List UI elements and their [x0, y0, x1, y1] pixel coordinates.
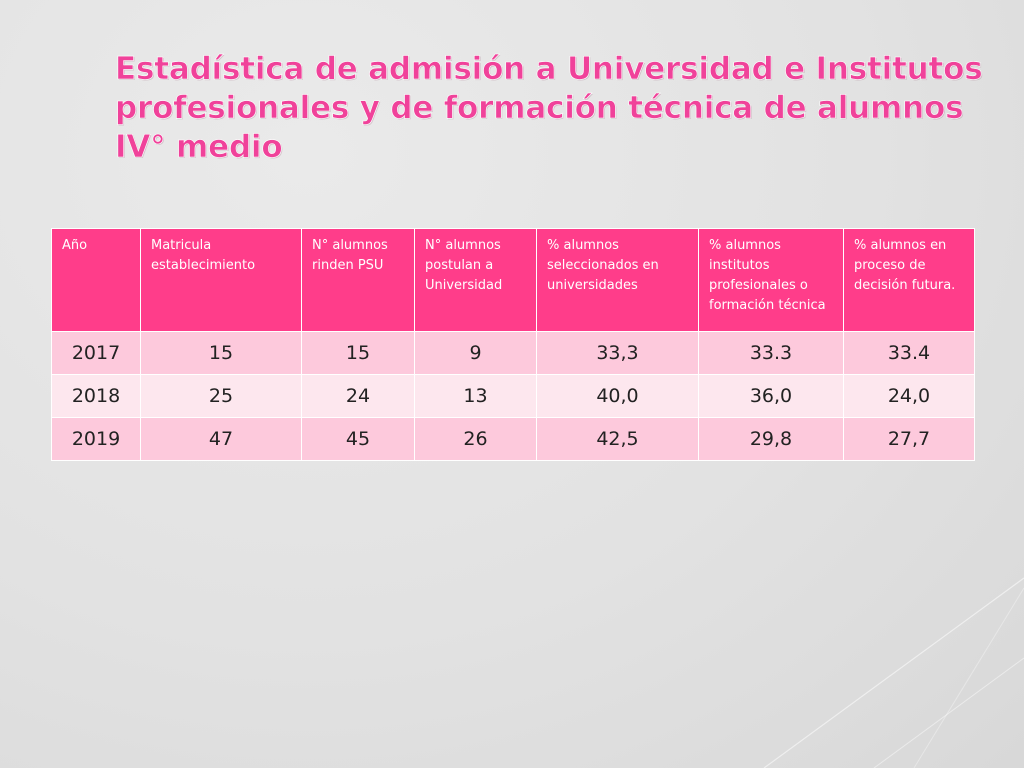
admission-table-container: Año Matricula establecimiento N° alumnos…: [51, 228, 975, 461]
table-cell: 24,0: [843, 374, 975, 418]
header-cell-year: Año: [51, 228, 141, 332]
table-cell: 26: [414, 417, 537, 461]
header-cell-psu-takers: N° alumnos rinden PSU: [301, 228, 415, 332]
slide-title-line-1: Estadística de admisión a Universidad e …: [115, 51, 983, 88]
table-cell: 45: [301, 417, 415, 461]
table-cell: 15: [140, 331, 302, 375]
table-cell: 47: [140, 417, 302, 461]
table-cell: 2019: [51, 417, 141, 461]
table-cell: 24: [301, 374, 415, 418]
table-cell: 33.4: [843, 331, 975, 375]
decorative-lines: [763, 577, 1024, 768]
table-cell: 15: [301, 331, 415, 375]
table-cell: 42,5: [536, 417, 699, 461]
header-cell-university-selected-pct: % alumnos seleccionados en universidades: [536, 228, 699, 332]
table-cell: 33,3: [536, 331, 699, 375]
table-cell: 27,7: [843, 417, 975, 461]
table-cell: 13: [414, 374, 537, 418]
table-cell: 25: [140, 374, 302, 418]
table-cell: 9: [414, 331, 537, 375]
table-header-row: Año Matricula establecimiento N° alumnos…: [51, 228, 975, 332]
header-cell-enrollment: Matricula establecimiento: [140, 228, 302, 332]
header-cell-university-applicants: N° alumnos postulan a Universidad: [414, 228, 537, 332]
admission-statistics-table: Año Matricula establecimiento N° alumnos…: [51, 228, 975, 461]
header-cell-undecided-pct: % alumnos en proceso de decisión futura.: [843, 228, 975, 332]
table-row: 2018 25 24 13 40,0 36,0 24,0: [51, 374, 975, 418]
table-cell: 29,8: [698, 417, 844, 461]
header-cell-technical-institutes-pct: % alumnos institutos profesionales o for…: [698, 228, 844, 332]
slide-title: Estadística de admisión a Universidad e …: [115, 50, 995, 167]
table-cell: 36,0: [698, 374, 844, 418]
table-row: 2019 47 45 26 42,5 29,8 27,7: [51, 417, 975, 461]
table-cell: 33.3: [698, 331, 844, 375]
table-cell: 2018: [51, 374, 141, 418]
slide-title-line-3: IV° medio: [115, 129, 283, 166]
table-cell: 40,0: [536, 374, 699, 418]
table-cell: 2017: [51, 331, 141, 375]
table-row: 2017 15 15 9 33,3 33.3 33.4: [51, 331, 975, 375]
slide-title-line-2: profesionales y de formación técnica de …: [115, 90, 964, 127]
